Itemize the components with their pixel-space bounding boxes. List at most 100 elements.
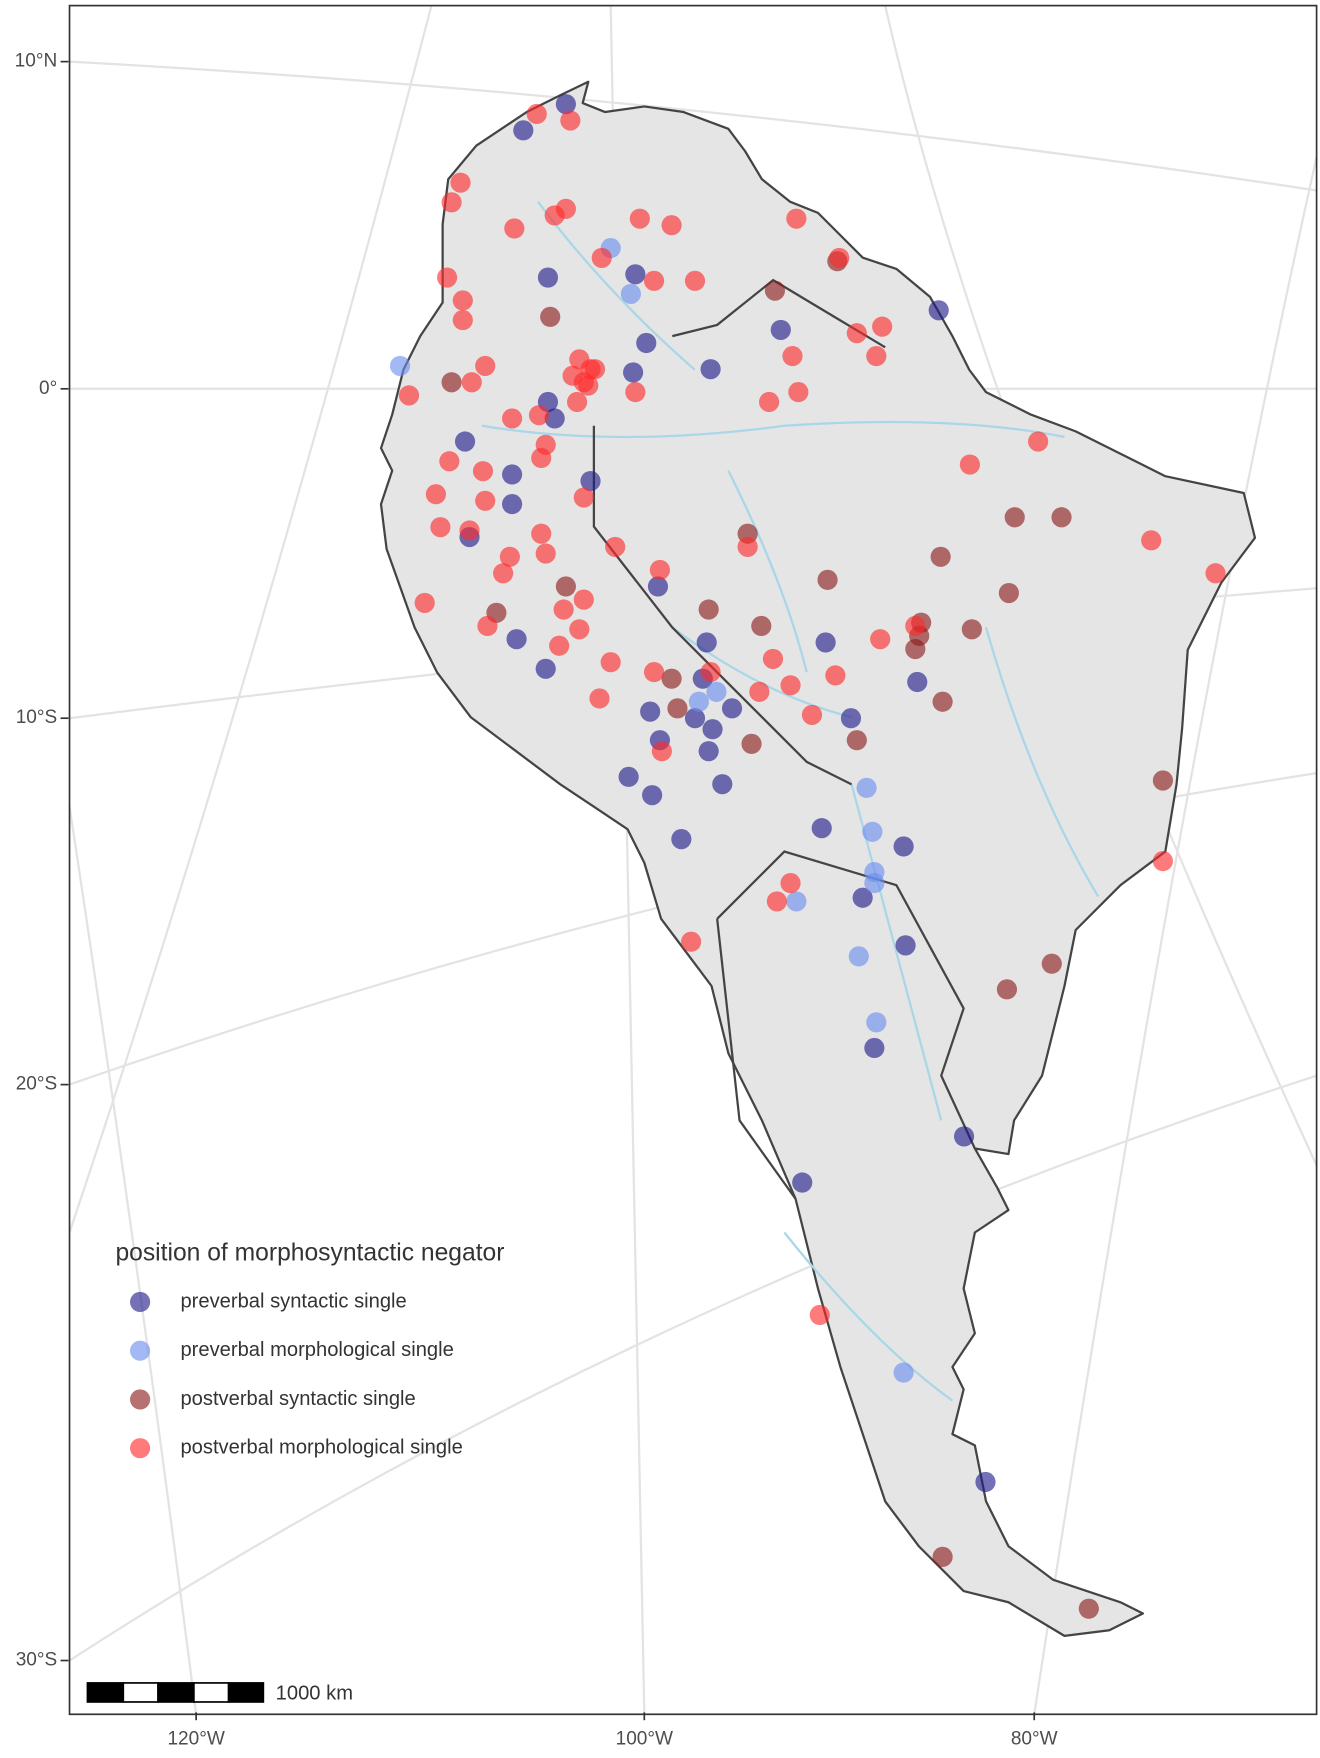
point <box>671 829 692 850</box>
point <box>493 563 514 584</box>
point <box>866 1012 887 1033</box>
point <box>647 576 669 597</box>
point <box>625 264 646 285</box>
point <box>782 345 803 367</box>
legend-marker <box>130 1438 151 1459</box>
point <box>996 979 1018 1000</box>
y-tick-label: 20°S <box>16 1074 57 1095</box>
point <box>528 405 550 426</box>
scale-bar-label: 1000 km <box>276 1682 353 1704</box>
scale-bar <box>86 1682 265 1703</box>
point <box>975 1471 996 1493</box>
x-tick-label: 100°W <box>616 1728 673 1749</box>
point <box>526 103 547 125</box>
point <box>792 1172 813 1193</box>
point <box>932 691 953 712</box>
point <box>629 208 650 229</box>
series <box>441 251 1173 1619</box>
point <box>620 283 641 305</box>
plot-frame <box>68 4 1318 1716</box>
point <box>751 615 772 637</box>
point <box>811 818 832 839</box>
point <box>809 1304 830 1326</box>
point <box>618 766 639 787</box>
point <box>600 652 621 673</box>
point <box>688 691 709 712</box>
point <box>636 332 657 354</box>
legend-marker <box>130 1291 151 1313</box>
point <box>555 576 576 597</box>
point <box>864 873 885 894</box>
point <box>389 355 411 376</box>
point <box>506 629 527 650</box>
point <box>872 316 893 337</box>
point <box>681 931 702 952</box>
point <box>815 632 836 653</box>
point <box>721 698 743 719</box>
point <box>452 310 473 331</box>
point <box>907 671 928 693</box>
point <box>870 629 891 650</box>
legend-label: postverbal morphological single <box>180 1437 462 1459</box>
point <box>537 267 559 288</box>
point <box>661 668 682 689</box>
point <box>502 408 523 429</box>
point <box>684 270 706 291</box>
point <box>852 887 873 908</box>
point <box>513 120 534 141</box>
point <box>642 785 663 806</box>
point <box>961 619 982 640</box>
point <box>441 372 462 393</box>
y-tick-label: 10°N <box>15 51 58 72</box>
point <box>932 1546 953 1567</box>
point <box>825 665 846 686</box>
point <box>425 484 446 505</box>
point <box>414 592 435 614</box>
point <box>649 559 670 581</box>
point <box>643 270 665 291</box>
point <box>531 523 552 544</box>
graticule <box>68 5 1318 1715</box>
legend-marker <box>130 1340 151 1361</box>
point <box>475 490 496 511</box>
point <box>567 391 588 413</box>
point <box>454 431 476 452</box>
point <box>623 362 644 383</box>
point <box>573 487 594 508</box>
point <box>712 774 733 795</box>
point <box>605 536 626 558</box>
point <box>848 946 869 967</box>
x-tick-label: 120°W <box>167 1728 224 1749</box>
point <box>846 323 867 344</box>
point <box>459 520 480 541</box>
point <box>866 345 887 367</box>
point <box>1078 1598 1099 1619</box>
point <box>684 708 706 729</box>
point <box>661 215 682 236</box>
point <box>1141 530 1162 551</box>
point <box>461 372 482 393</box>
point <box>846 730 867 751</box>
point <box>578 375 599 396</box>
point <box>535 543 556 564</box>
point <box>430 517 451 538</box>
point <box>562 365 583 386</box>
x-tick-label: 80°W <box>1011 1728 1058 1749</box>
point <box>698 599 719 620</box>
point <box>786 208 807 229</box>
point <box>555 94 576 115</box>
point <box>700 662 721 683</box>
point <box>856 777 877 798</box>
y-tick-label: 10°S <box>16 707 57 728</box>
point <box>762 648 784 670</box>
point <box>766 891 787 912</box>
point <box>531 447 552 469</box>
legend-label: preverbal morphological single <box>180 1339 453 1361</box>
point <box>1004 507 1025 528</box>
point <box>770 319 791 340</box>
point <box>625 382 646 403</box>
legend-label: postverbal syntactic single <box>180 1388 415 1410</box>
point <box>450 172 471 193</box>
point <box>706 681 727 702</box>
